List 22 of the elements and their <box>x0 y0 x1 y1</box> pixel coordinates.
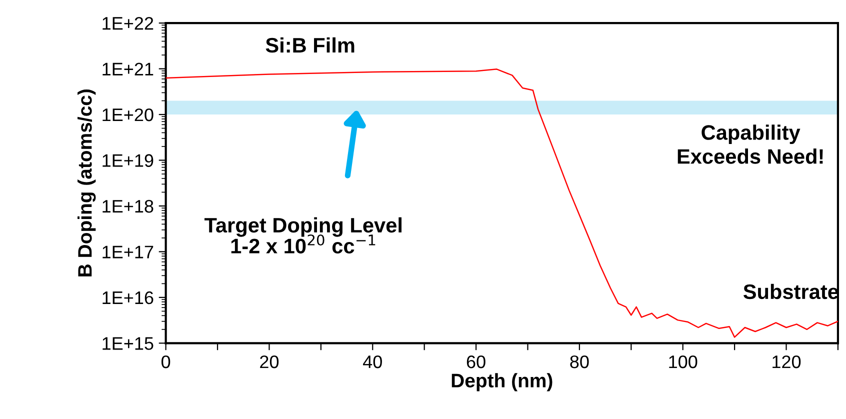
y-tick-label: 1E+21 <box>102 62 154 76</box>
x-axis-title: Depth (nm) <box>452 373 552 392</box>
y-tick-label: 1E+16 <box>102 291 154 304</box>
x-tick-label: 60 <box>466 355 486 368</box>
annotation: Capability Exceeds Need! <box>678 124 823 164</box>
annotation: Target Doping Level 1-2 x 10$^{20}$ cc$^{−1}$ <box>204 217 402 254</box>
x-tick-label: 0 <box>162 355 170 368</box>
annotation: Si:B Film <box>266 37 354 53</box>
y-tick-label: 1E+15 <box>102 337 154 350</box>
annotation: Substrate <box>743 284 838 300</box>
x-tick-label: 20 <box>260 355 279 368</box>
x-tick-label: 80 <box>570 355 589 368</box>
y-axis-title: B Doping (atoms/cc) <box>78 90 96 276</box>
y-tick-label: 1E+20 <box>102 108 154 122</box>
y-tick-label: 1E+19 <box>102 154 154 167</box>
x-tick-label: 100 <box>669 355 698 368</box>
y-tick-label: 1E+17 <box>102 246 154 258</box>
y-tick-label: 1E+22 <box>102 16 154 30</box>
x-tick-label: 40 <box>363 355 382 368</box>
y-tick-label: 1E+18 <box>102 200 154 213</box>
x-tick-label: 120 <box>772 355 801 368</box>
line-series <box>166 68 838 338</box>
